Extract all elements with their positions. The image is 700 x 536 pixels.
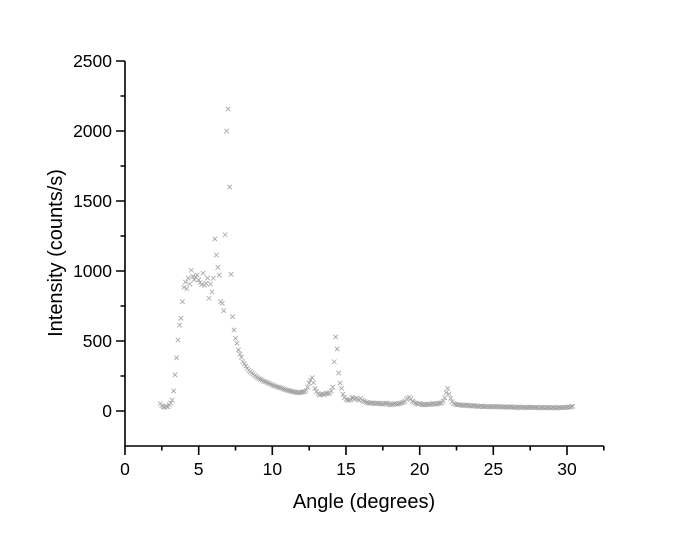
tick-marks [116, 60, 605, 455]
y-axis-title: Intensity (counts/s) [45, 169, 67, 337]
x-axis-tick-label: 0 [120, 459, 130, 479]
tick-labels: 0 500 1000 1500 2000 2500 0 5 10 15 20 25 30 [73, 51, 577, 479]
x-axis-tick-label: 25 [484, 459, 503, 479]
x-axis-title: Angle (degrees) [293, 491, 435, 513]
x-axis-tick-label: 15 [336, 459, 355, 479]
y-axis-tick-label: 1500 [73, 191, 112, 211]
y-axis-tick-label: 2000 [73, 121, 112, 141]
y-axis-tick-label: 500 [83, 331, 112, 351]
x-axis-tick-label: 10 [263, 459, 283, 479]
y-axis-tick-label: 0 [102, 401, 112, 421]
x-axis-tick-label: 30 [557, 459, 577, 479]
y-axis-tick-label: 2500 [73, 51, 112, 71]
x-axis-tick-label: 20 [410, 459, 430, 479]
x-axis-tick-label: 5 [194, 459, 204, 479]
data-point-markers [157, 106, 576, 411]
axis-lines [124, 61, 604, 447]
y-axis-tick-label: 1000 [73, 261, 112, 281]
